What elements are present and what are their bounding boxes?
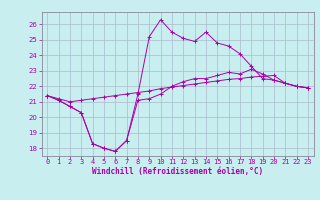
X-axis label: Windchill (Refroidissement éolien,°C): Windchill (Refroidissement éolien,°C) <box>92 167 263 176</box>
